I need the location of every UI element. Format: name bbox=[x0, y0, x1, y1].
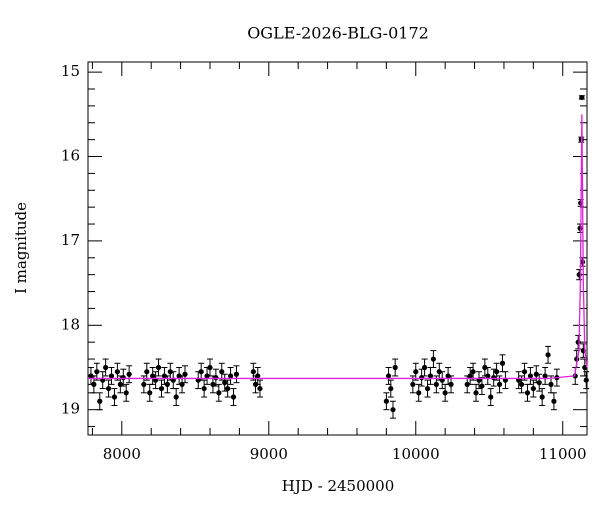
data-point bbox=[410, 381, 416, 387]
data-point bbox=[114, 369, 120, 375]
x-tick-label: 9000 bbox=[250, 445, 288, 463]
data-point bbox=[383, 398, 389, 404]
data-point bbox=[255, 373, 261, 379]
data-point bbox=[575, 339, 581, 345]
data-point bbox=[470, 369, 476, 375]
data-point bbox=[213, 375, 219, 381]
data-point bbox=[392, 364, 398, 371]
data-point bbox=[521, 369, 528, 375]
data-point bbox=[216, 390, 222, 396]
data-point bbox=[385, 373, 392, 379]
data-point bbox=[433, 381, 439, 387]
data-point bbox=[479, 383, 485, 389]
data-point bbox=[485, 373, 491, 379]
data-point bbox=[155, 364, 162, 371]
data-point bbox=[473, 390, 479, 396]
data-point bbox=[227, 373, 234, 379]
data-point bbox=[496, 381, 503, 387]
data-point bbox=[491, 375, 497, 381]
data-point bbox=[103, 364, 109, 371]
data-point bbox=[518, 381, 525, 387]
data-point bbox=[499, 360, 506, 366]
data-point bbox=[539, 394, 545, 400]
data-point bbox=[158, 385, 165, 392]
data-point bbox=[527, 373, 534, 379]
data-point bbox=[97, 398, 103, 404]
data-point bbox=[416, 390, 422, 396]
data-point bbox=[582, 364, 588, 371]
data-point bbox=[126, 371, 132, 377]
data-point bbox=[494, 369, 500, 375]
data-point bbox=[551, 398, 557, 404]
data-point bbox=[173, 394, 179, 400]
data-point bbox=[123, 390, 129, 396]
data-point bbox=[222, 380, 228, 386]
data-point bbox=[225, 385, 231, 392]
data-point bbox=[577, 225, 583, 231]
data-point bbox=[144, 369, 150, 375]
data-point bbox=[94, 369, 100, 375]
data-point bbox=[233, 371, 240, 377]
data-point bbox=[201, 385, 207, 392]
data-point bbox=[390, 407, 396, 413]
model-curve bbox=[88, 114, 588, 380]
data-point bbox=[388, 385, 394, 392]
data-point bbox=[488, 394, 494, 400]
data-point bbox=[421, 364, 428, 371]
data-point bbox=[427, 373, 434, 379]
data-point bbox=[579, 94, 585, 101]
data-point bbox=[198, 369, 204, 375]
data-point bbox=[207, 364, 213, 371]
data-point bbox=[530, 385, 536, 392]
data-point bbox=[150, 373, 156, 379]
data-point bbox=[413, 369, 419, 375]
chart-title: OGLE-2026-BLG-0172 bbox=[247, 24, 429, 43]
data-point bbox=[164, 381, 170, 387]
data-point bbox=[111, 394, 118, 400]
y-axis-label: I magnitude bbox=[12, 202, 30, 294]
data-point bbox=[545, 352, 551, 358]
data-point bbox=[430, 356, 437, 362]
plot-frame bbox=[87, 61, 588, 436]
data-point bbox=[108, 373, 115, 379]
data-point bbox=[250, 369, 256, 375]
data-point bbox=[542, 373, 548, 379]
data-point bbox=[120, 375, 126, 381]
x-tick-label: 8000 bbox=[103, 445, 141, 463]
data-point bbox=[548, 381, 554, 387]
data-point bbox=[524, 390, 531, 396]
data-point bbox=[219, 369, 225, 375]
data-point bbox=[583, 377, 589, 383]
data-point bbox=[467, 373, 473, 379]
y-tick-label: 18 bbox=[61, 315, 80, 333]
data-point bbox=[442, 390, 448, 396]
data-point bbox=[230, 394, 237, 400]
data-point bbox=[182, 371, 188, 377]
data-point bbox=[141, 381, 147, 387]
x-axis-label: HJD - 2450000 bbox=[282, 477, 395, 495]
data-point bbox=[448, 381, 454, 387]
data-point bbox=[257, 385, 263, 392]
data-point bbox=[536, 380, 542, 386]
y-tick-label: 19 bbox=[61, 400, 80, 418]
data-point bbox=[91, 381, 97, 387]
x-tick-label: 11000 bbox=[539, 445, 587, 463]
y-tick-label: 17 bbox=[61, 231, 80, 249]
data-point bbox=[105, 385, 112, 392]
data-point bbox=[424, 385, 431, 392]
data-point bbox=[572, 373, 578, 379]
y-tick-label: 16 bbox=[61, 147, 80, 165]
y-tick-label: 15 bbox=[61, 62, 80, 80]
x-tick-label: 10000 bbox=[392, 445, 440, 463]
data-point bbox=[147, 390, 153, 396]
